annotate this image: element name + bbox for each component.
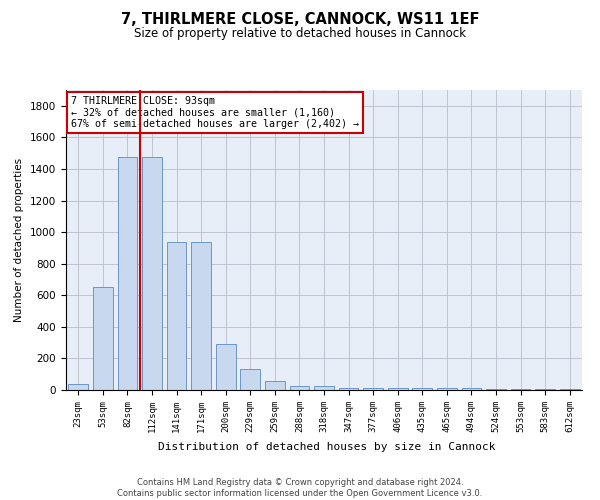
Bar: [265, 380, 284, 390]
Text: Size of property relative to detached houses in Cannock: Size of property relative to detached ho…: [134, 28, 466, 40]
Bar: [118, 157, 137, 390]
Text: 7 THIRLMERE CLOSE: 93sqm
← 32% of detached houses are smaller (1,160)
67% of sem: 7 THIRLMERE CLOSE: 93sqm ← 32% of detach…: [71, 96, 359, 129]
Bar: [511, 389, 530, 390]
Text: Contains HM Land Registry data © Crown copyright and database right 2024.
Contai: Contains HM Land Registry data © Crown c…: [118, 478, 482, 498]
Bar: [191, 242, 211, 390]
Bar: [290, 386, 309, 390]
Bar: [388, 388, 407, 390]
Bar: [412, 388, 432, 390]
Text: 7, THIRLMERE CLOSE, CANNOCK, WS11 1EF: 7, THIRLMERE CLOSE, CANNOCK, WS11 1EF: [121, 12, 479, 28]
Bar: [486, 389, 506, 390]
Bar: [241, 370, 260, 390]
Bar: [560, 389, 580, 390]
Bar: [93, 288, 113, 390]
Bar: [216, 344, 236, 390]
Bar: [461, 388, 481, 390]
Bar: [364, 388, 383, 390]
Y-axis label: Number of detached properties: Number of detached properties: [14, 158, 25, 322]
Bar: [68, 384, 88, 390]
Text: Distribution of detached houses by size in Cannock: Distribution of detached houses by size …: [158, 442, 496, 452]
Bar: [339, 388, 358, 390]
Bar: [167, 242, 187, 390]
Bar: [142, 157, 162, 390]
Bar: [437, 388, 457, 390]
Bar: [314, 386, 334, 390]
Bar: [535, 389, 555, 390]
